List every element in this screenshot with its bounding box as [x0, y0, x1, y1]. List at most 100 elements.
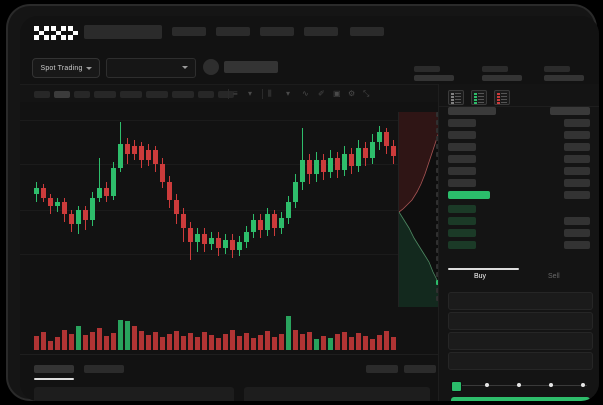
order-form-field-2[interactable] [448, 332, 593, 350]
orderbook-asks-icon[interactable] [494, 90, 510, 105]
volume-bar-39 [307, 332, 312, 350]
candle-body-25 [209, 238, 214, 244]
settings-icon[interactable]: ⚙ [348, 89, 356, 98]
line-tool-icon[interactable]: ∿ [302, 89, 309, 98]
volume-bar-8 [90, 332, 95, 350]
nav-item-2[interactable] [260, 27, 294, 36]
price-chart[interactable] [20, 102, 438, 354]
timeframe-button-8[interactable] [218, 91, 234, 98]
timeframe-button-0[interactable] [34, 91, 50, 98]
orderbook-bid-price-3[interactable] [448, 241, 476, 249]
orderbook-bid-amount-2[interactable] [564, 229, 590, 237]
slider-dot-1[interactable] [517, 383, 521, 387]
orderbook-ask-amount-0[interactable] [564, 119, 590, 127]
candle-body-30 [244, 232, 249, 242]
order-form-field-3[interactable] [448, 352, 593, 370]
order-form-field-0[interactable] [448, 292, 593, 310]
orderbook-ask-amount-2[interactable] [564, 143, 590, 151]
volume-bar-41 [321, 336, 326, 350]
device-screen: Spot Trading ≡ ▾ ⫼ ▾ ∿ ✐ ▣ ⚙ ⤡ [20, 16, 599, 401]
gridline-0 [20, 120, 438, 121]
orderbook-bid-amount-1[interactable] [564, 217, 590, 225]
candle-wick-38 [302, 128, 303, 190]
slider-dot-0[interactable] [485, 383, 489, 387]
amount-slider[interactable] [451, 381, 590, 392]
global-search-input[interactable] [84, 25, 162, 39]
volume-bar-22 [188, 333, 193, 350]
market-subbar: Spot Trading [20, 50, 599, 84]
tab-buy[interactable]: Buy [474, 273, 487, 280]
timeframe-button-7[interactable] [198, 91, 214, 98]
orderbook-ask-price-3[interactable] [448, 155, 476, 163]
volume-bar-51 [391, 337, 396, 350]
timeframe-button-4[interactable] [120, 91, 142, 98]
trading-pair-select[interactable] [106, 58, 196, 78]
tab-sell[interactable]: Sell [548, 273, 560, 280]
orderbook-bid-amount-3[interactable] [564, 241, 590, 249]
orderbook-ask-price-2[interactable] [448, 143, 476, 151]
nav-item-0[interactable] [172, 27, 206, 36]
orderbook-ask-amount-4[interactable] [564, 167, 590, 175]
candle-body-16 [146, 150, 151, 160]
orderbook-bid-price-0[interactable] [448, 205, 476, 213]
candle-body-10 [104, 188, 109, 196]
orderbook-ask-amount-5[interactable] [564, 179, 590, 187]
orderbook-both-icon[interactable] [448, 90, 464, 105]
volume-bar-47 [363, 336, 368, 350]
fullscreen-icon[interactable]: ⤡ [363, 89, 370, 98]
slider-dot-3[interactable] [581, 383, 585, 387]
orders-action-0[interactable] [366, 365, 398, 373]
market-stat-label-0 [414, 66, 440, 72]
spot-trading-selector[interactable]: Spot Trading [32, 58, 100, 78]
volume-bar-11 [111, 333, 116, 350]
candle-body-13 [125, 144, 130, 154]
timeframe-button-2[interactable] [74, 91, 90, 98]
volume-bar-10 [104, 336, 109, 350]
nav-item-4[interactable] [350, 27, 384, 36]
nav-item-1[interactable] [216, 27, 250, 36]
orderbook-bid-price-2[interactable] [448, 229, 476, 237]
volume-bar-15 [139, 331, 144, 350]
volume-bar-44 [342, 332, 347, 350]
candle-body-3 [55, 202, 60, 206]
candle-body-44 [342, 154, 347, 170]
volume-bar-20 [174, 331, 179, 350]
orderbook-spread-row [448, 191, 490, 199]
camera-icon[interactable]: ▣ [333, 89, 341, 98]
slider-dot-2[interactable] [549, 383, 553, 387]
slider-handle[interactable] [451, 381, 462, 392]
nav-item-3[interactable] [304, 27, 338, 36]
timeframe-button-6[interactable] [172, 91, 194, 98]
orderbook-ask-amount-3[interactable] [564, 155, 590, 163]
timeframe-button-5[interactable] [146, 91, 168, 98]
volume-bar-13 [125, 321, 130, 350]
candle-body-9 [97, 188, 102, 198]
chevron-down-icon[interactable]: ▾ [248, 89, 253, 98]
orderbook-ask-price-4[interactable] [448, 167, 476, 175]
orderbook-ask-price-0[interactable] [448, 119, 476, 127]
candle-body-8 [90, 198, 95, 220]
timeframe-button-3[interactable] [94, 91, 116, 98]
orderbook-ask-price-5[interactable] [448, 179, 476, 187]
okx-logo[interactable] [34, 26, 78, 40]
pencil-icon[interactable]: ✐ [318, 89, 325, 98]
submit-order-button[interactable] [451, 397, 590, 401]
volume-bar-3 [55, 337, 60, 350]
orders-action-1[interactable] [404, 365, 436, 373]
candle-body-27 [223, 240, 228, 248]
orderbook-ask-amount-1[interactable] [564, 131, 590, 139]
orders-tab-0[interactable] [34, 365, 74, 373]
gridline-1 [20, 164, 438, 165]
timeframe-button-1[interactable] [54, 91, 70, 98]
orders-tab-1[interactable] [84, 365, 124, 373]
orderbook-bid-price-1[interactable] [448, 217, 476, 225]
orderbook-rows[interactable] [439, 106, 599, 263]
chevron-down-icon-2[interactable]: ▾ [286, 89, 291, 98]
order-form-field-1[interactable] [448, 312, 593, 330]
orderbook-ask-price-1[interactable] [448, 131, 476, 139]
orderbook-bids-icon[interactable] [471, 90, 487, 105]
candle-body-1 [41, 188, 46, 198]
chart-type-icon[interactable]: ⫼ [268, 89, 272, 98]
indicator-icon[interactable]: ≡ [233, 89, 238, 98]
candle-body-15 [139, 146, 144, 160]
